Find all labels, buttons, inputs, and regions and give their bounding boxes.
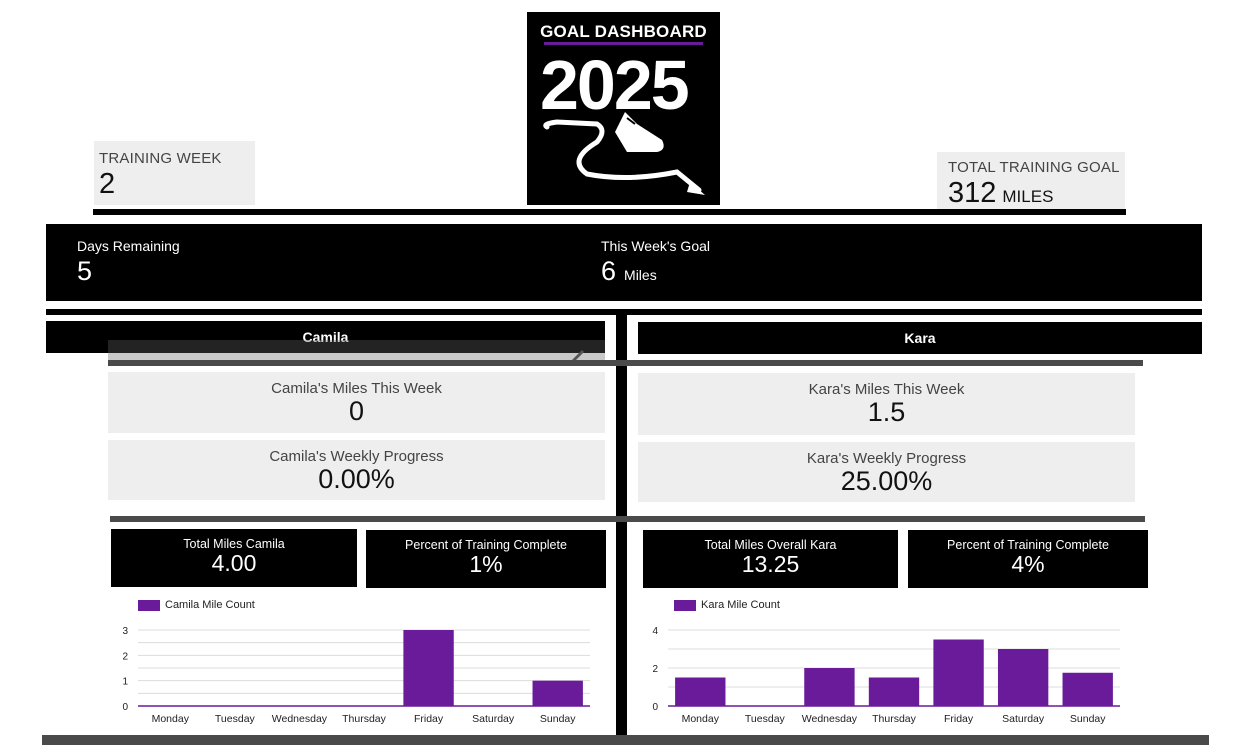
total-goal-unit: MILES xyxy=(1002,187,1054,206)
camila-legend-swatch xyxy=(138,599,160,611)
training-week-label: TRAINING WEEK xyxy=(99,150,222,167)
camila-chart-bar-sunday xyxy=(532,680,583,706)
kara-miles-week-card: Kara's Miles This Week 1.5 xyxy=(638,373,1135,435)
camila-mile-chart: 0 1 2 3 Monday Tuesday Wednesday Thursday Friday… xyxy=(122,626,590,725)
camila-percent-value: 1% xyxy=(469,551,503,577)
camila-total-label: Total Miles Camila xyxy=(183,537,285,551)
days-remaining: Days Remaining 5 xyxy=(77,238,180,285)
kara-chart-xtick-saturday: Saturday xyxy=(1002,713,1045,725)
weekly-banner: Days Remaining 5 This Week's Goal 6 Miles xyxy=(46,224,1202,301)
weekly-goal-value: 6 xyxy=(601,256,617,286)
camila-chart-legend: Camila Mile Count xyxy=(138,599,255,611)
camila-chart-xtick-thursday: Thursday xyxy=(342,713,387,725)
kara-chart-ytick-label: 0 xyxy=(652,702,658,713)
camila-miles-week-label: Camila's Miles This Week xyxy=(271,380,442,397)
weekly-goal-label: This Week's Goal xyxy=(601,238,711,254)
total-goal-label: TOTAL TRAINING GOAL xyxy=(948,159,1120,176)
camila-chart-xtick-sunday: Sunday xyxy=(540,713,576,725)
kara-chart-xtick-tuesday: Tuesday xyxy=(745,713,786,725)
camila-chart-ytick-label: 0 xyxy=(122,702,128,713)
kara-miles-week-value: 1.5 xyxy=(867,397,906,427)
camila-chart-xtick-friday: Friday xyxy=(414,713,444,725)
camila-chart-ytick-label: 3 xyxy=(122,626,128,637)
days-remaining-label: Days Remaining xyxy=(77,238,180,254)
camila-total-value: 4.00 xyxy=(211,550,257,576)
training-week-value: 2 xyxy=(99,168,116,200)
kara-chart-legend: Kara Mile Count xyxy=(674,599,780,611)
camila-percent-card: Percent of Training Complete 1% xyxy=(366,530,606,588)
kara-progress-value: 25.00% xyxy=(840,466,933,496)
camila-miles-week-card: Camila's Miles This Week 0 xyxy=(108,372,605,433)
kara-chart-ytick-label: 4 xyxy=(652,626,658,637)
kara-percent-label: Percent of Training Complete xyxy=(947,538,1109,552)
logo-title: GOAL DASHBOARD xyxy=(540,22,707,41)
camila-chart-xtick-tuesday: Tuesday xyxy=(215,713,256,725)
kara-total-card: Total Miles Overall Kara 13.25 xyxy=(643,530,898,588)
kara-chart-ytick-label: 2 xyxy=(652,664,658,675)
edit-pencil-icon[interactable] xyxy=(570,346,586,362)
kara-chart-xtick-sunday: Sunday xyxy=(1070,713,1106,725)
center-column-divider xyxy=(616,315,627,740)
kara-chart-xtick-friday: Friday xyxy=(944,713,974,725)
camila-percent-label: Percent of Training Complete xyxy=(405,538,567,552)
kara-legend-swatch xyxy=(674,599,696,611)
kara-total-value: 13.25 xyxy=(741,551,800,577)
goal-dashboard-logo: GOAL DASHBOARD 2025 xyxy=(527,12,720,205)
kara-chart-xtick-monday: Monday xyxy=(682,713,720,725)
kara-chart-bar-sunday xyxy=(1062,672,1113,706)
kara-chart-bar-friday xyxy=(933,639,984,706)
page-bottom-bar xyxy=(42,735,1209,745)
weekly-goal-unit: Miles xyxy=(624,267,657,283)
kara-chart-bar-wednesday xyxy=(804,668,855,706)
kara-mile-chart: 0 2 4 Monday Tuesday Wednesday Thursday Friday S… xyxy=(652,626,1120,725)
kara-chart-xtick-wednesday: Wednesday xyxy=(802,713,858,725)
kara-chart-bar-thursday xyxy=(868,677,920,706)
kara-miles-week-label: Kara's Miles This Week xyxy=(808,381,965,398)
camila-total-card: Total Miles Camila 4.00 xyxy=(111,529,357,587)
section-divider-bottom xyxy=(110,516,1145,522)
kara-percent-card: Percent of Training Complete 4% xyxy=(908,530,1148,588)
days-remaining-value: 5 xyxy=(77,256,93,286)
header-divider xyxy=(93,209,1126,215)
weekly-goal: This Week's Goal 6 Miles xyxy=(601,238,710,285)
runner-name-camila: Camila xyxy=(46,321,605,353)
runner-name-kara: Kara xyxy=(638,322,1202,354)
camila-chart-ytick-label: 2 xyxy=(122,651,128,662)
kara-progress-label: Kara's Weekly Progress xyxy=(806,450,967,467)
kara-total-label: Total Miles Overall Kara xyxy=(704,538,837,552)
camila-progress-card: Camila's Weekly Progress 0.00% xyxy=(108,440,605,500)
camila-chart-xtick-saturday: Saturday xyxy=(472,713,515,725)
kara-chart-xtick-thursday: Thursday xyxy=(872,713,917,725)
kara-percent-value: 4% xyxy=(1011,551,1045,577)
camila-progress-label: Camila's Weekly Progress xyxy=(269,448,444,465)
camila-chart-xtick-monday: Monday xyxy=(152,713,190,725)
kara-chart-bar-monday xyxy=(675,677,726,706)
total-goal-value: 312 xyxy=(948,177,997,209)
camila-miles-week-value: 0 xyxy=(348,396,365,426)
camila-progress-value: 0.00% xyxy=(318,464,395,494)
camila-chart-bar-friday xyxy=(403,630,454,706)
camila-chart-ytick-label: 1 xyxy=(122,677,128,688)
camila-legend-label: Camila Mile Count xyxy=(165,599,255,611)
running-shoe-icon xyxy=(543,112,705,195)
logo-year: 2025 xyxy=(540,46,690,124)
section-divider-top xyxy=(108,360,1143,366)
banner-divider xyxy=(46,309,1202,315)
training-week-card: TRAINING WEEK 2 xyxy=(94,141,255,205)
kara-progress-card: Kara's Weekly Progress 25.00% xyxy=(638,442,1135,502)
kara-chart-bar-saturday xyxy=(997,649,1049,706)
kara-legend-label: Kara Mile Count xyxy=(701,599,780,611)
logo-underline xyxy=(544,42,703,45)
camila-chart-xtick-wednesday: Wednesday xyxy=(272,713,328,725)
total-goal-card: TOTAL TRAINING GOAL 312 MILES xyxy=(937,152,1125,209)
camila-overlay-strip xyxy=(108,340,605,362)
